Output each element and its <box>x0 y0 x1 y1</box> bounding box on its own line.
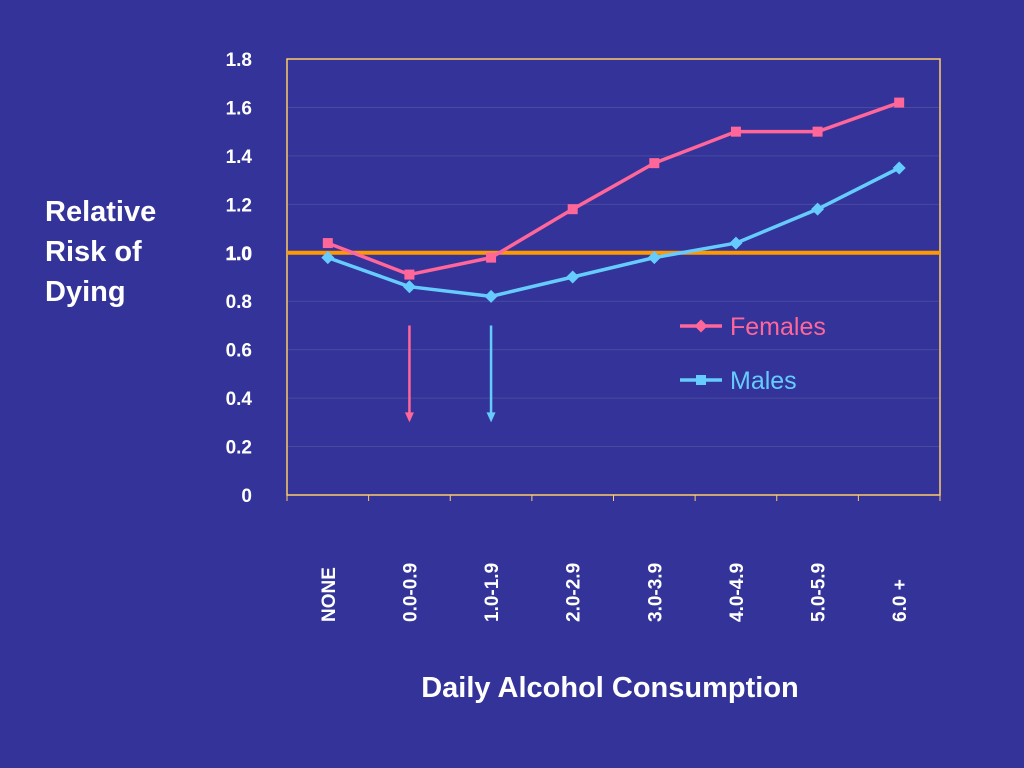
series-line-females <box>327 100 900 277</box>
y-tick-label: 0.8 <box>226 292 252 313</box>
data-point-females <box>404 269 415 280</box>
y-tick-label: 0.2 <box>226 438 252 459</box>
data-point-males <box>321 251 335 265</box>
x-tick-label: NONE <box>319 567 340 622</box>
y-tick-label: 1.4 <box>226 147 253 168</box>
data-point-females <box>649 158 660 169</box>
data-point-females <box>730 126 741 137</box>
x-axis-label: Daily Alcohol Consumption <box>421 672 799 704</box>
x-tick-label: 0.0-0.9 <box>400 563 421 622</box>
annotation-arrow-head <box>404 412 414 423</box>
data-point-males <box>811 202 825 216</box>
legend-marker-males <box>696 375 706 385</box>
data-point-males <box>892 161 906 175</box>
legend-marker-females <box>694 319 708 333</box>
y-axis-label: Relative Risk of Dying <box>45 192 195 312</box>
y-axis-label-line-2: Risk of <box>45 236 142 268</box>
y-tick-label: 0 <box>241 486 252 507</box>
data-point-females <box>486 252 497 263</box>
x-tick-label: 6.0 + <box>890 579 911 622</box>
y-tick-label: 0.6 <box>226 341 252 362</box>
annotation-arrow-head <box>486 412 496 423</box>
y-axis-label-line-3: Dying <box>45 276 126 308</box>
data-point-females <box>812 126 823 137</box>
y-tick-label: 1.2 <box>226 195 252 216</box>
data-point-males <box>402 280 416 294</box>
y-tick-label: 1.6 <box>226 98 252 119</box>
y-tick-label: 1.0 <box>226 244 252 265</box>
x-tick-label: 5.0-5.9 <box>809 563 830 622</box>
data-point-males <box>484 289 498 303</box>
data-point-females <box>567 204 578 215</box>
y-tick-label: 1.8 <box>226 50 252 71</box>
legend-label-males: Males <box>730 367 797 395</box>
legend-label-females: Females <box>730 313 826 341</box>
y-axis-label-line-1: Relative <box>45 196 157 228</box>
x-tick-label: 4.0-4.9 <box>727 563 748 622</box>
data-point-males <box>729 236 743 250</box>
data-point-females <box>894 97 905 108</box>
x-tick-label: 1.0-1.9 <box>482 563 503 622</box>
data-point-males <box>647 251 661 265</box>
x-tick-label: 3.0-3.9 <box>645 563 666 622</box>
x-tick-label: 2.0-2.9 <box>564 563 585 622</box>
data-point-females <box>322 238 333 249</box>
series-line-males <box>327 166 900 299</box>
data-point-males <box>566 270 580 284</box>
y-tick-label: 0.4 <box>226 389 253 410</box>
